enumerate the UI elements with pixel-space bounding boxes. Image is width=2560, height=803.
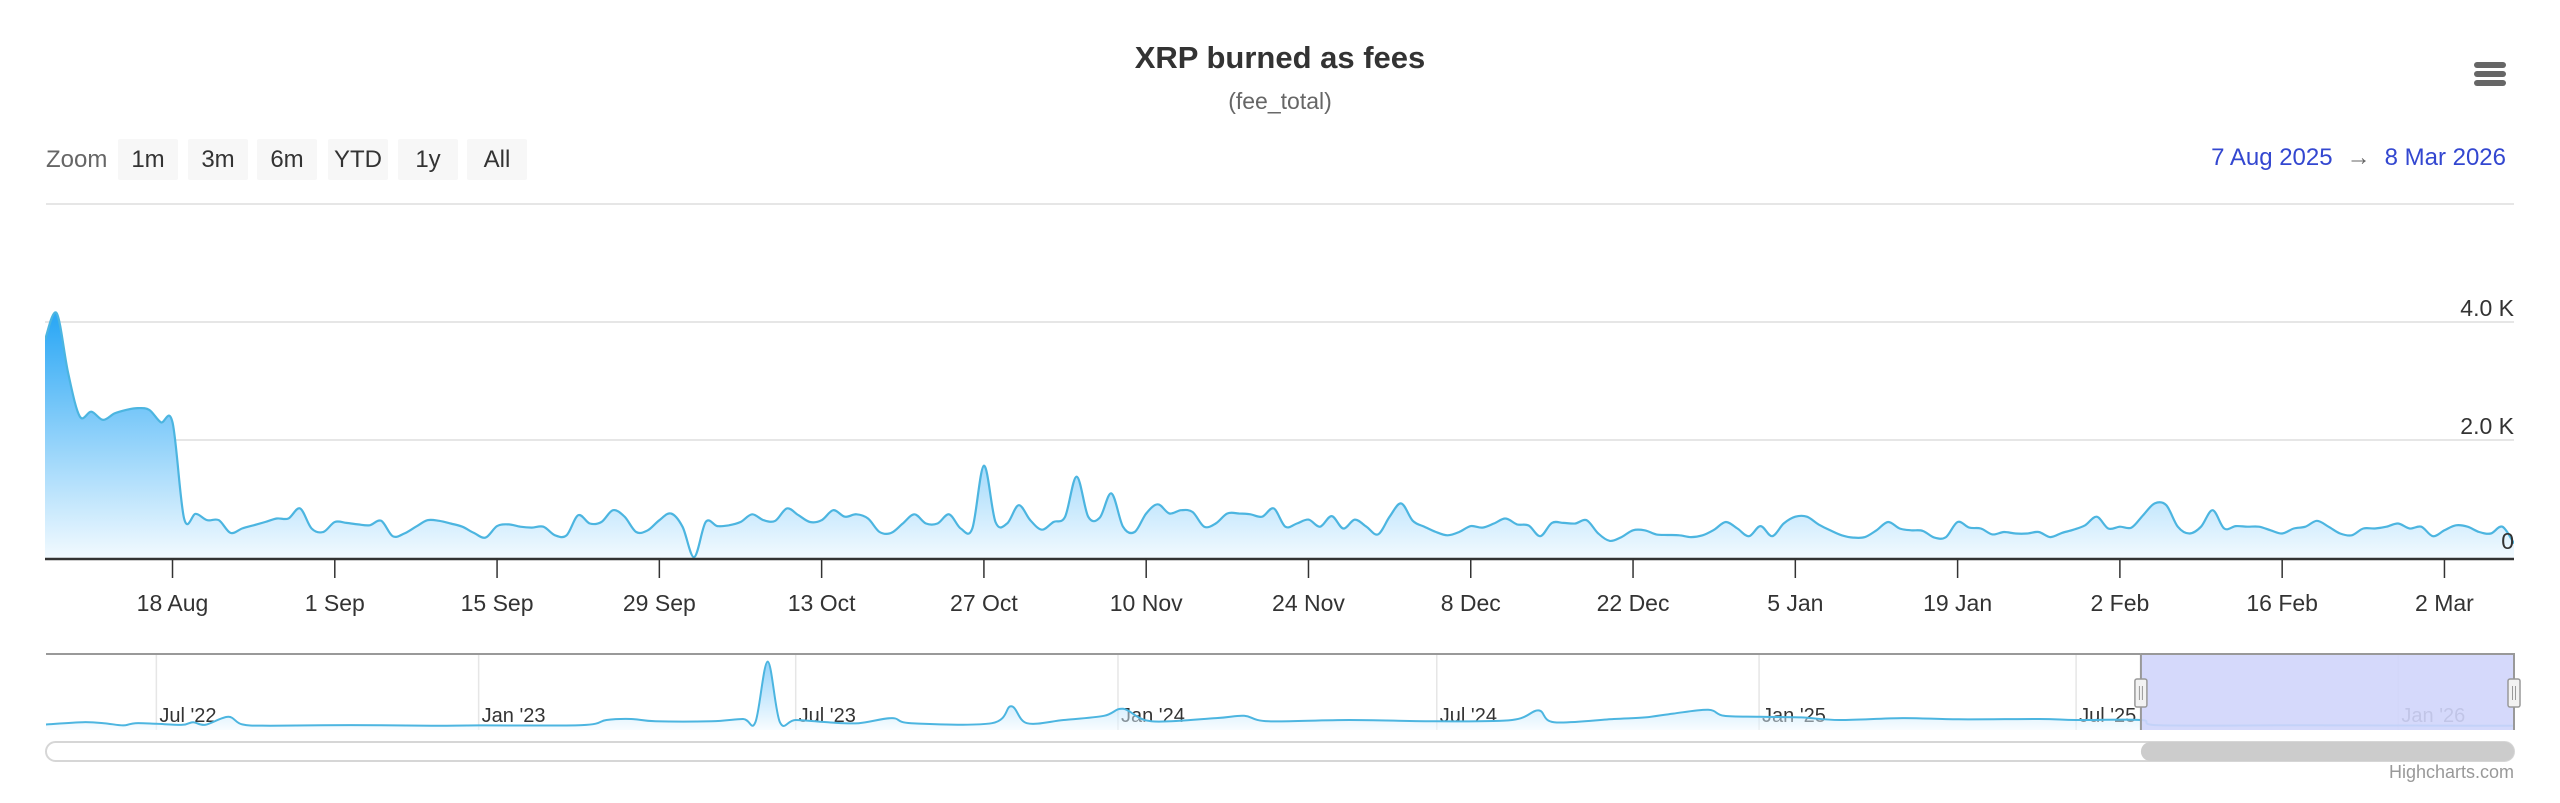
scrollbar[interactable] (45, 741, 2515, 762)
navigator[interactable]: Jul '22 Jan '23 Jul '23 Jan '24 Jul '24 Jan '… (46, 653, 2521, 730)
x-tick-label: 19 Jan (1923, 590, 1992, 616)
range-selector-divider (46, 203, 2514, 205)
navigator-tick-label: Jan '23 (482, 705, 546, 727)
navigator-tick-label: Jul '22 (159, 705, 216, 727)
x-tick-label: 27 Oct (950, 590, 1018, 616)
zoom-all-button[interactable]: All (467, 139, 527, 180)
chart-title: XRP burned as fees (1134, 40, 1426, 75)
scrollbar-thumb[interactable] (2140, 742, 2514, 761)
main-series (45, 311, 2514, 559)
zoom-3m-button[interactable]: 3m (188, 139, 248, 180)
x-tick-label: 18 Aug (137, 590, 209, 616)
y-gridlines (45, 321, 2514, 441)
y-tick-label: 2.0 K (2460, 413, 2514, 439)
y-axis: 0 2.0 K 4.0 K (2460, 295, 2514, 554)
navigator-left-handle[interactable] (2134, 678, 2148, 708)
credits-link[interactable]: Highcharts.com (2388, 762, 2514, 782)
range-to-input[interactable]: 8 Mar 2026 (2384, 144, 2506, 171)
x-tick-label: 24 Nov (1272, 590, 1345, 616)
x-tick-label: 16 Feb (2246, 590, 2318, 616)
x-tick-label: 15 Sep (461, 590, 534, 616)
x-tick-label: 22 Dec (1597, 590, 1670, 616)
x-tick-label: 2 Mar (2415, 590, 2474, 616)
x-tick-label: 5 Jan (1767, 590, 1823, 616)
y-tick-label: 4.0 K (2460, 295, 2514, 321)
zoom-6m-button[interactable]: 6m (257, 139, 317, 180)
zoom-ytd-button[interactable]: YTD (328, 139, 388, 180)
zoom-1y-button[interactable]: 1y (398, 139, 458, 180)
navigator-selected-range[interactable] (2140, 654, 2514, 730)
x-tick-label: 29 Sep (623, 590, 696, 616)
chart-subtitle: (fee_total) (1228, 88, 1332, 114)
navigator-series (46, 660, 2514, 730)
navigator-line (46, 660, 2514, 727)
range-arrow: → (2346, 144, 2371, 171)
x-tick-label: 10 Nov (1110, 590, 1183, 616)
zoom-1m-button[interactable]: 1m (118, 139, 178, 180)
x-tick-label: 13 Oct (788, 590, 856, 616)
x-axis: 18 Aug 1 Sep 15 Sep 29 Sep 13 Oct 27 Oct 10 No… (45, 557, 2514, 616)
x-tick-label: 2 Feb (2090, 590, 2149, 616)
hamburger-menu-icon[interactable] (2474, 62, 2506, 86)
x-tick-label: 1 Sep (305, 590, 365, 616)
series-area-fill (45, 312, 2514, 558)
date-range: 7 Aug 2025 → 8 Mar 2026 (2211, 144, 2506, 172)
zoom-label: Zoom (46, 146, 108, 173)
range-from-input[interactable]: 7 Aug 2025 (2211, 144, 2333, 171)
y-tick-label: 0 (2501, 528, 2514, 554)
navigator-right-handle[interactable] (2507, 678, 2521, 708)
x-tick-label: 8 Dec (1441, 590, 1501, 616)
series-line (45, 311, 2514, 559)
